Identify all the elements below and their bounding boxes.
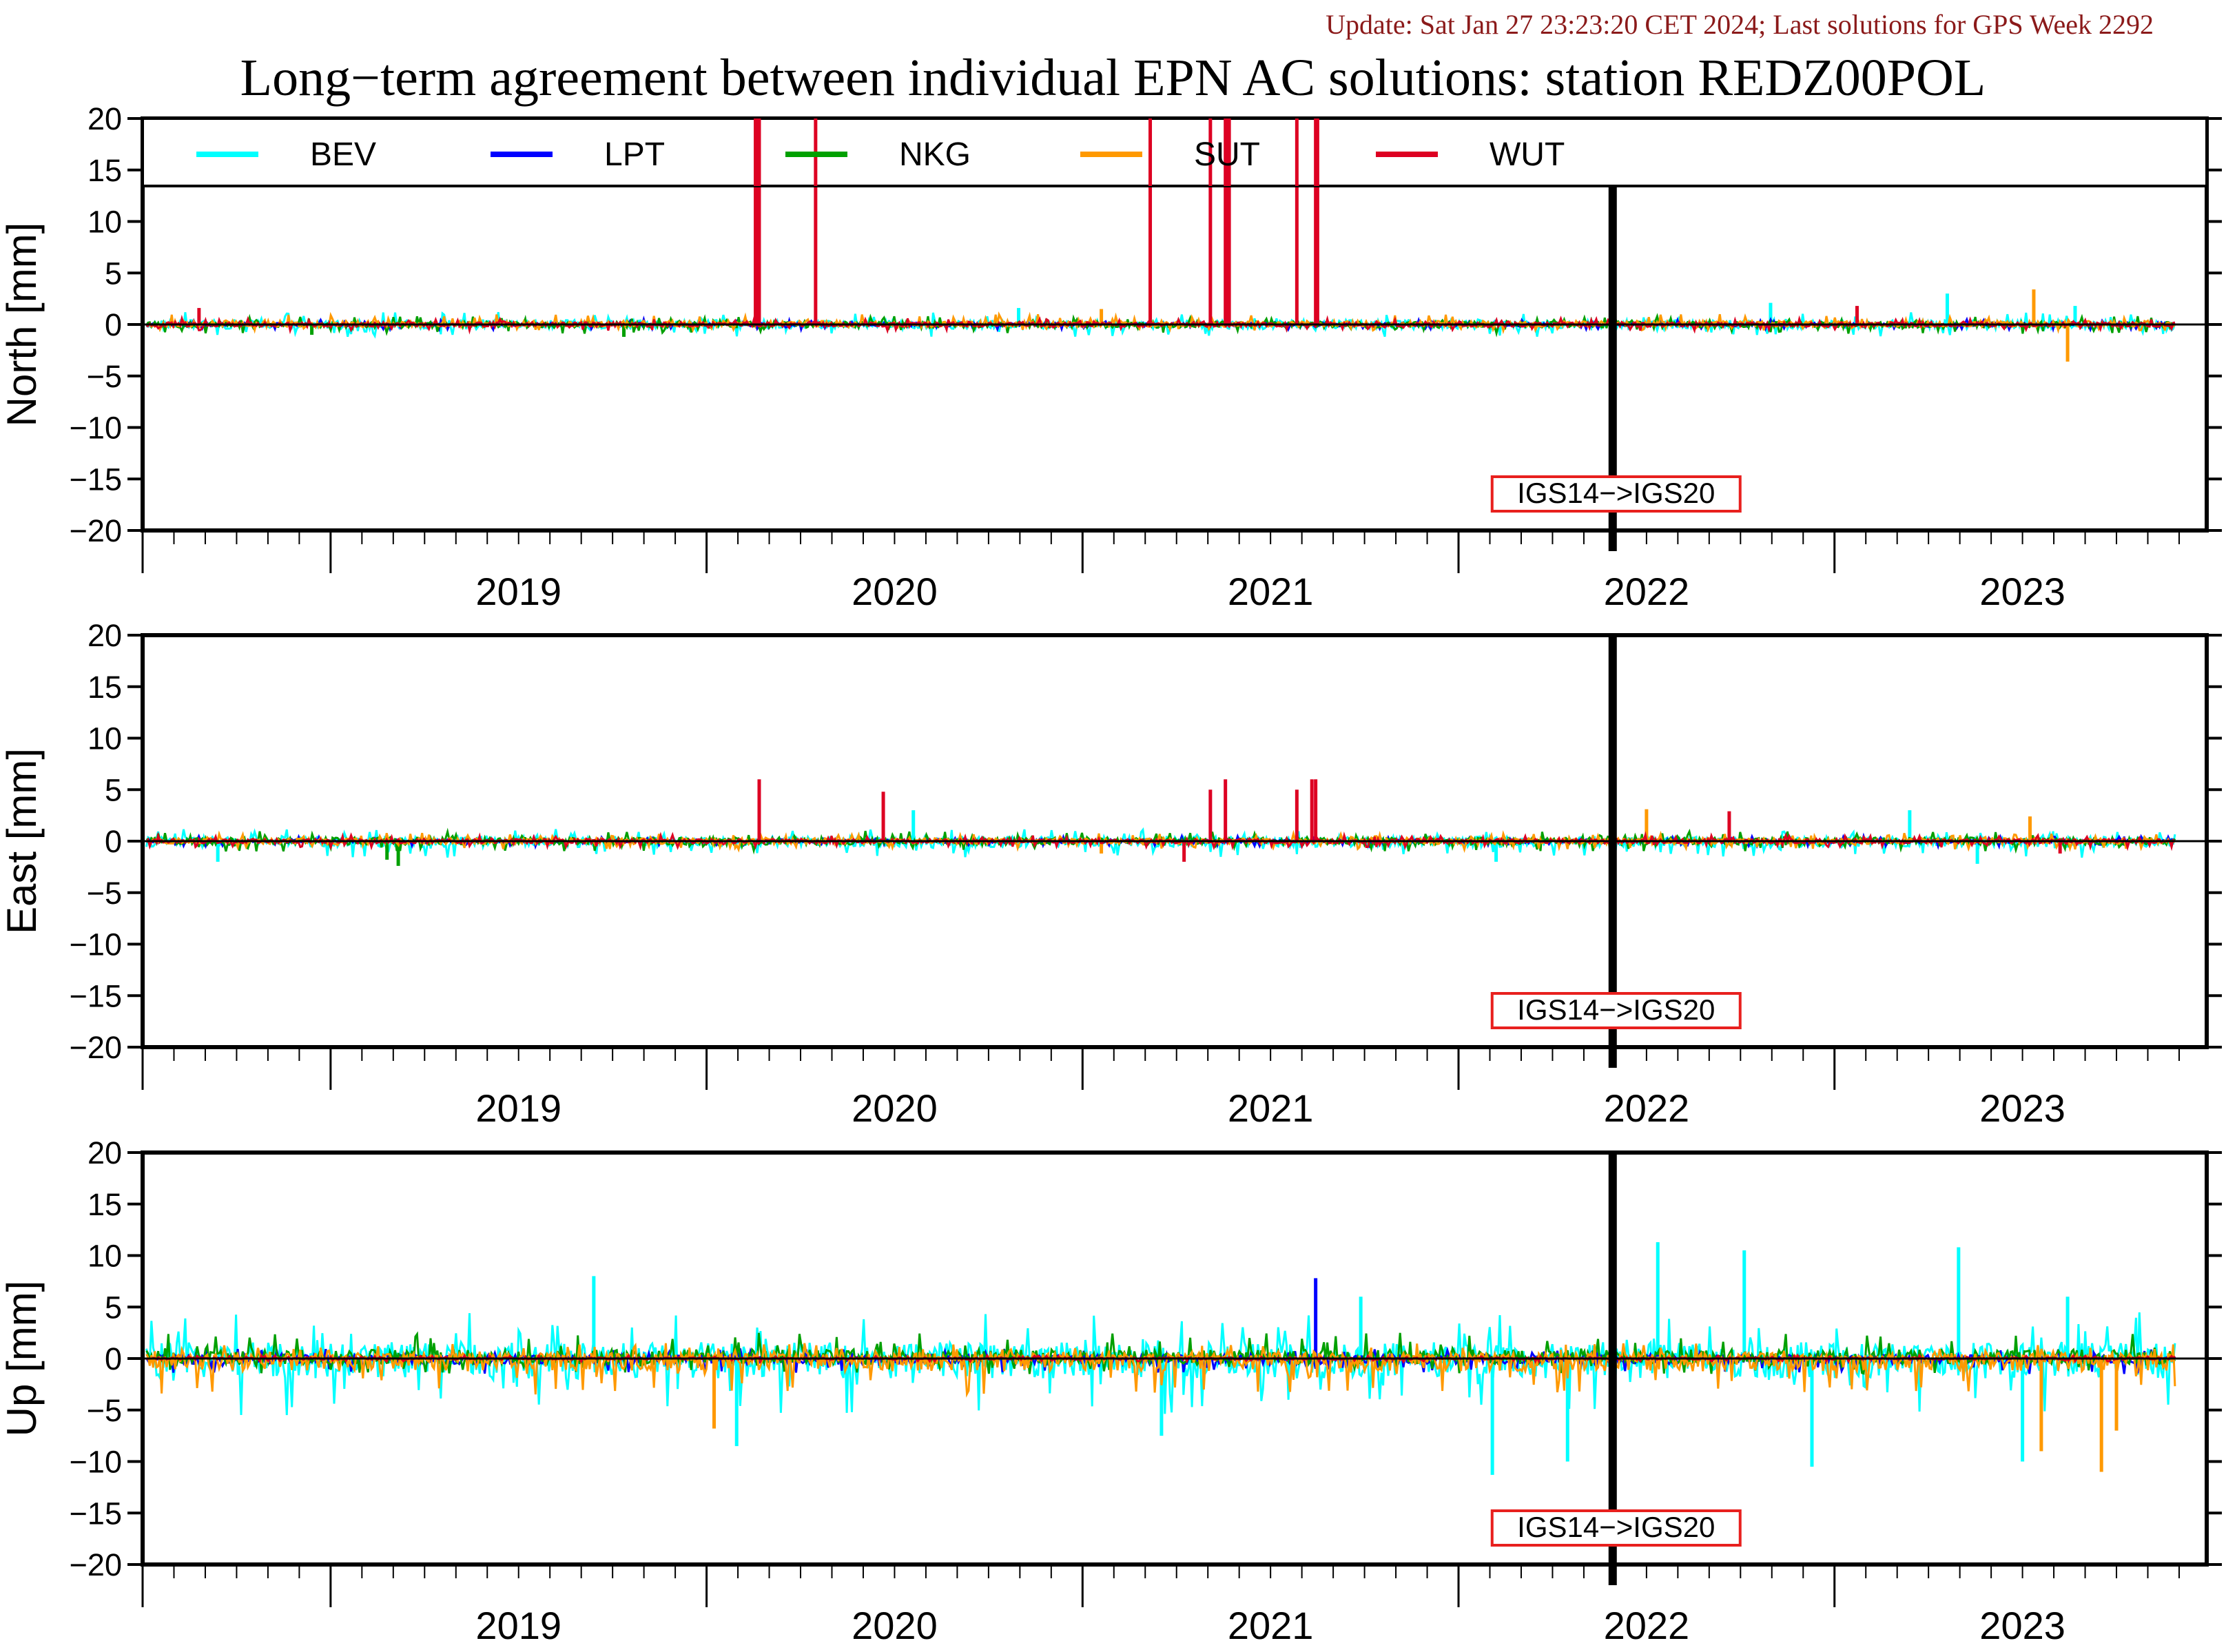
y-tick-label: 20 [87,1135,122,1170]
series-wut-east [145,779,2176,862]
x-tick-label: 2020 [852,570,938,613]
y-tick-label: −5 [87,876,122,911]
x-tick-label: 2020 [852,1086,938,1130]
x-tick-label: 2022 [1604,1604,1690,1647]
y-axis-label: Up [mm] [0,1281,45,1437]
legend-label: SUT [1194,136,1260,173]
y-tick-label: −20 [70,1547,122,1582]
y-tick-label: 10 [87,1239,122,1274]
legend-item-bev: BEV [196,136,376,173]
x-tick-label: 2020 [852,1604,938,1647]
legend-item-lpt: LPT [491,136,665,173]
annotation-box [1490,475,1742,513]
y-tick-label: 5 [105,1290,122,1325]
legend-label: LPT [604,136,665,173]
x-tick-label: 2023 [1979,570,2065,613]
x-tick-label: 2021 [1228,1086,1314,1130]
y-tick-label: −5 [87,1393,122,1428]
x-tick-label: 2021 [1228,1604,1314,1647]
y-tick-label: 0 [105,824,122,859]
annotation-label: IGS14−>IGS20 [1517,477,1715,509]
y-tick-label: 10 [87,721,122,756]
frame-change-annotation: IGS14−>IGS20 [1490,1509,1742,1547]
annotation-box [1490,992,1742,1029]
y-tick-label: 5 [105,256,122,291]
panel-up: IGS14−>IGS20 20 15 10 5 0 −5 −10 −15 −20 Up [mm] 20… [0,1135,2222,1647]
y-tick-label: −10 [70,927,122,962]
x-tick-label: 2019 [475,570,561,613]
y-axis-label: East [mm] [0,748,45,934]
y-axis-label: North [mm] [0,223,45,427]
y-tick-label: 5 [105,772,122,807]
legend-item-nkg: NKG [785,136,971,173]
y-tick-label: 15 [87,670,122,705]
annotation-label: IGS14−>IGS20 [1517,993,1715,1026]
annotation-box [1490,1509,1742,1547]
x-tick-label: 2019 [475,1086,561,1130]
y-tick-label: 0 [105,307,122,342]
series-sut-east [146,809,2176,854]
y-tick-label: −10 [70,1445,122,1480]
y-tick-label: 10 [87,205,122,240]
y-tick-label: −15 [70,1496,122,1531]
legend-item-wut: WUT [1376,136,1565,173]
y-tick-label: 15 [87,1187,122,1222]
frame-change-annotation: IGS14−>IGS20 [1490,475,1742,513]
panel-east: IGS14−>IGS20 20 15 10 5 0 −5 −10 −15 −20 East [mm]… [0,618,2222,1130]
legend-label: NKG [899,136,971,173]
panel-north: IGS14−>IGS20 20 15 10 5 0 −5 −10 −15 −20 North [mm… [0,101,2222,613]
series-line-sut [145,1342,2176,1398]
x-tick-label: 2019 [475,1604,561,1647]
legend-item-sut: SUT [1080,136,1260,173]
y-tick-label: 0 [105,1341,122,1376]
y-tick-label: −15 [70,978,122,1013]
update-text: Update: Sat Jan 27 23:23:20 CET 2024; La… [1326,9,2154,40]
annotation-label: IGS14−>IGS20 [1517,1511,1715,1543]
plot-area-east [145,779,2176,866]
y-tick-label: −15 [70,462,122,497]
y-tick-label: −5 [87,359,122,394]
x-tick-label: 2023 [1979,1086,2065,1130]
y-tick-label: 20 [87,618,122,653]
y-tick-label: −20 [70,513,122,548]
chart-title: Long−term agreement between individual E… [240,49,1986,107]
frame-change-annotation: IGS14−>IGS20 [1490,992,1742,1029]
x-tick-label: 2021 [1228,570,1314,613]
x-tick-label: 2022 [1604,570,1690,613]
legend-spikes [754,118,1319,186]
y-tick-label: 15 [87,153,122,188]
x-tick-label: 2023 [1979,1604,2065,1647]
y-tick-label: −20 [70,1030,122,1065]
legend-box [141,117,2208,187]
series-sut-up [145,1342,2176,1472]
legend-label: BEV [310,136,376,173]
x-tick-label: 2022 [1604,1086,1690,1130]
y-tick-label: 20 [87,101,122,136]
legend-label: WUT [1490,136,1565,173]
y-tick-label: −10 [70,411,122,446]
